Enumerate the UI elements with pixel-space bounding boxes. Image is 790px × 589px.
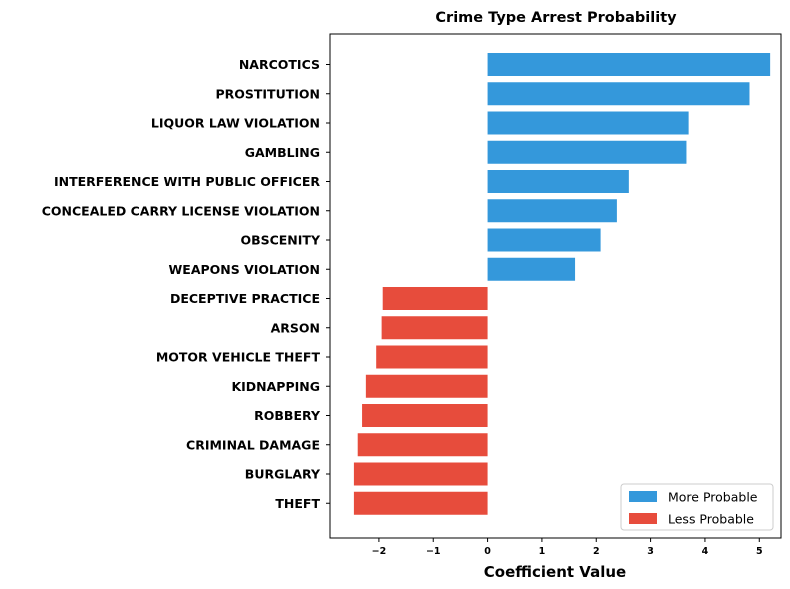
y-tick-label-gambling: GAMBLING bbox=[245, 145, 320, 160]
bar-narcotics bbox=[487, 53, 771, 76]
y-tick-label-motor-vehicle-theft: MOTOR VEHICLE THEFT bbox=[156, 350, 321, 365]
y-tick-label-robbery: ROBBERY bbox=[254, 408, 321, 423]
y-tick-label-liquor-law-violation: LIQUOR LAW VIOLATION bbox=[151, 116, 320, 131]
y-tick-label-arson: ARSON bbox=[271, 320, 320, 335]
legend-swatch-less-probable bbox=[629, 513, 657, 524]
legend-swatch-more-probable bbox=[629, 491, 657, 502]
y-tick-label-narcotics: NARCOTICS bbox=[239, 57, 320, 72]
x-tick-label: 2 bbox=[593, 546, 600, 557]
x-tick-label: 4 bbox=[702, 546, 709, 557]
bar-interference-with-public-officer bbox=[487, 170, 629, 193]
y-tick-label-interference-with-public-officer: INTERFERENCE WITH PUBLIC OFFICER bbox=[54, 174, 320, 189]
legend: More Probable Less Probable bbox=[620, 483, 774, 531]
bar-prostitution bbox=[487, 82, 750, 106]
bar-obscenity bbox=[487, 228, 601, 252]
bar-concealed-carry-license-violation bbox=[487, 199, 617, 223]
x-tick-label: 1 bbox=[539, 546, 546, 557]
x-tick-label: −2 bbox=[372, 546, 387, 557]
y-tick-label-kidnapping: KIDNAPPING bbox=[231, 379, 320, 394]
bar-robbery bbox=[362, 404, 488, 427]
legend-label-more-probable: More Probable bbox=[668, 490, 758, 505]
x-tick-label: 3 bbox=[647, 546, 654, 557]
bar-deceptive-practice bbox=[382, 287, 488, 310]
bar-weapons-violation bbox=[487, 257, 576, 281]
bar-motor-vehicle-theft bbox=[376, 345, 488, 369]
bar-criminal-damage bbox=[357, 433, 488, 457]
y-tick-label-weapons-violation: WEAPONS VIOLATION bbox=[169, 262, 321, 277]
bar-kidnapping bbox=[365, 374, 488, 398]
plot-frame bbox=[329, 33, 782, 539]
bar-arson bbox=[381, 316, 488, 340]
y-tick-label-burglary: BURGLARY bbox=[245, 467, 321, 482]
chart-title: Crime Type Arrest Probability bbox=[435, 10, 677, 26]
x-axis-ticks: −2 −1 0 1 2 3 4 5 bbox=[372, 538, 763, 557]
legend-box bbox=[620, 483, 774, 531]
bar-gambling bbox=[487, 140, 687, 164]
y-tick-label-obscenity: OBSCENITY bbox=[240, 233, 321, 248]
legend-label-less-probable: Less Probable bbox=[668, 512, 754, 527]
bars-layer bbox=[353, 53, 771, 515]
y-tick-labels: NARCOTICS PROSTITUTION LIQUOR LAW VIOLATIO… bbox=[42, 57, 330, 511]
bar-liquor-law-violation bbox=[487, 111, 689, 135]
bar-theft bbox=[353, 491, 488, 515]
x-axis-label: Coefficient Value bbox=[484, 563, 626, 581]
x-tick-label: 0 bbox=[484, 546, 491, 557]
y-tick-label-concealed-carry-license-violation: CONCEALED CARRY LICENSE VIOLATION bbox=[42, 203, 320, 218]
x-tick-label: −1 bbox=[426, 546, 441, 557]
y-tick-label-criminal-damage: CRIMINAL DAMAGE bbox=[186, 437, 320, 452]
y-tick-label-theft: THEFT bbox=[275, 496, 320, 511]
bar-burglary bbox=[353, 462, 488, 486]
x-tick-label: 5 bbox=[756, 546, 763, 557]
y-tick-label-deceptive-practice: DECEPTIVE PRACTICE bbox=[170, 291, 320, 306]
y-tick-label-prostitution: PROSTITUTION bbox=[215, 86, 320, 101]
